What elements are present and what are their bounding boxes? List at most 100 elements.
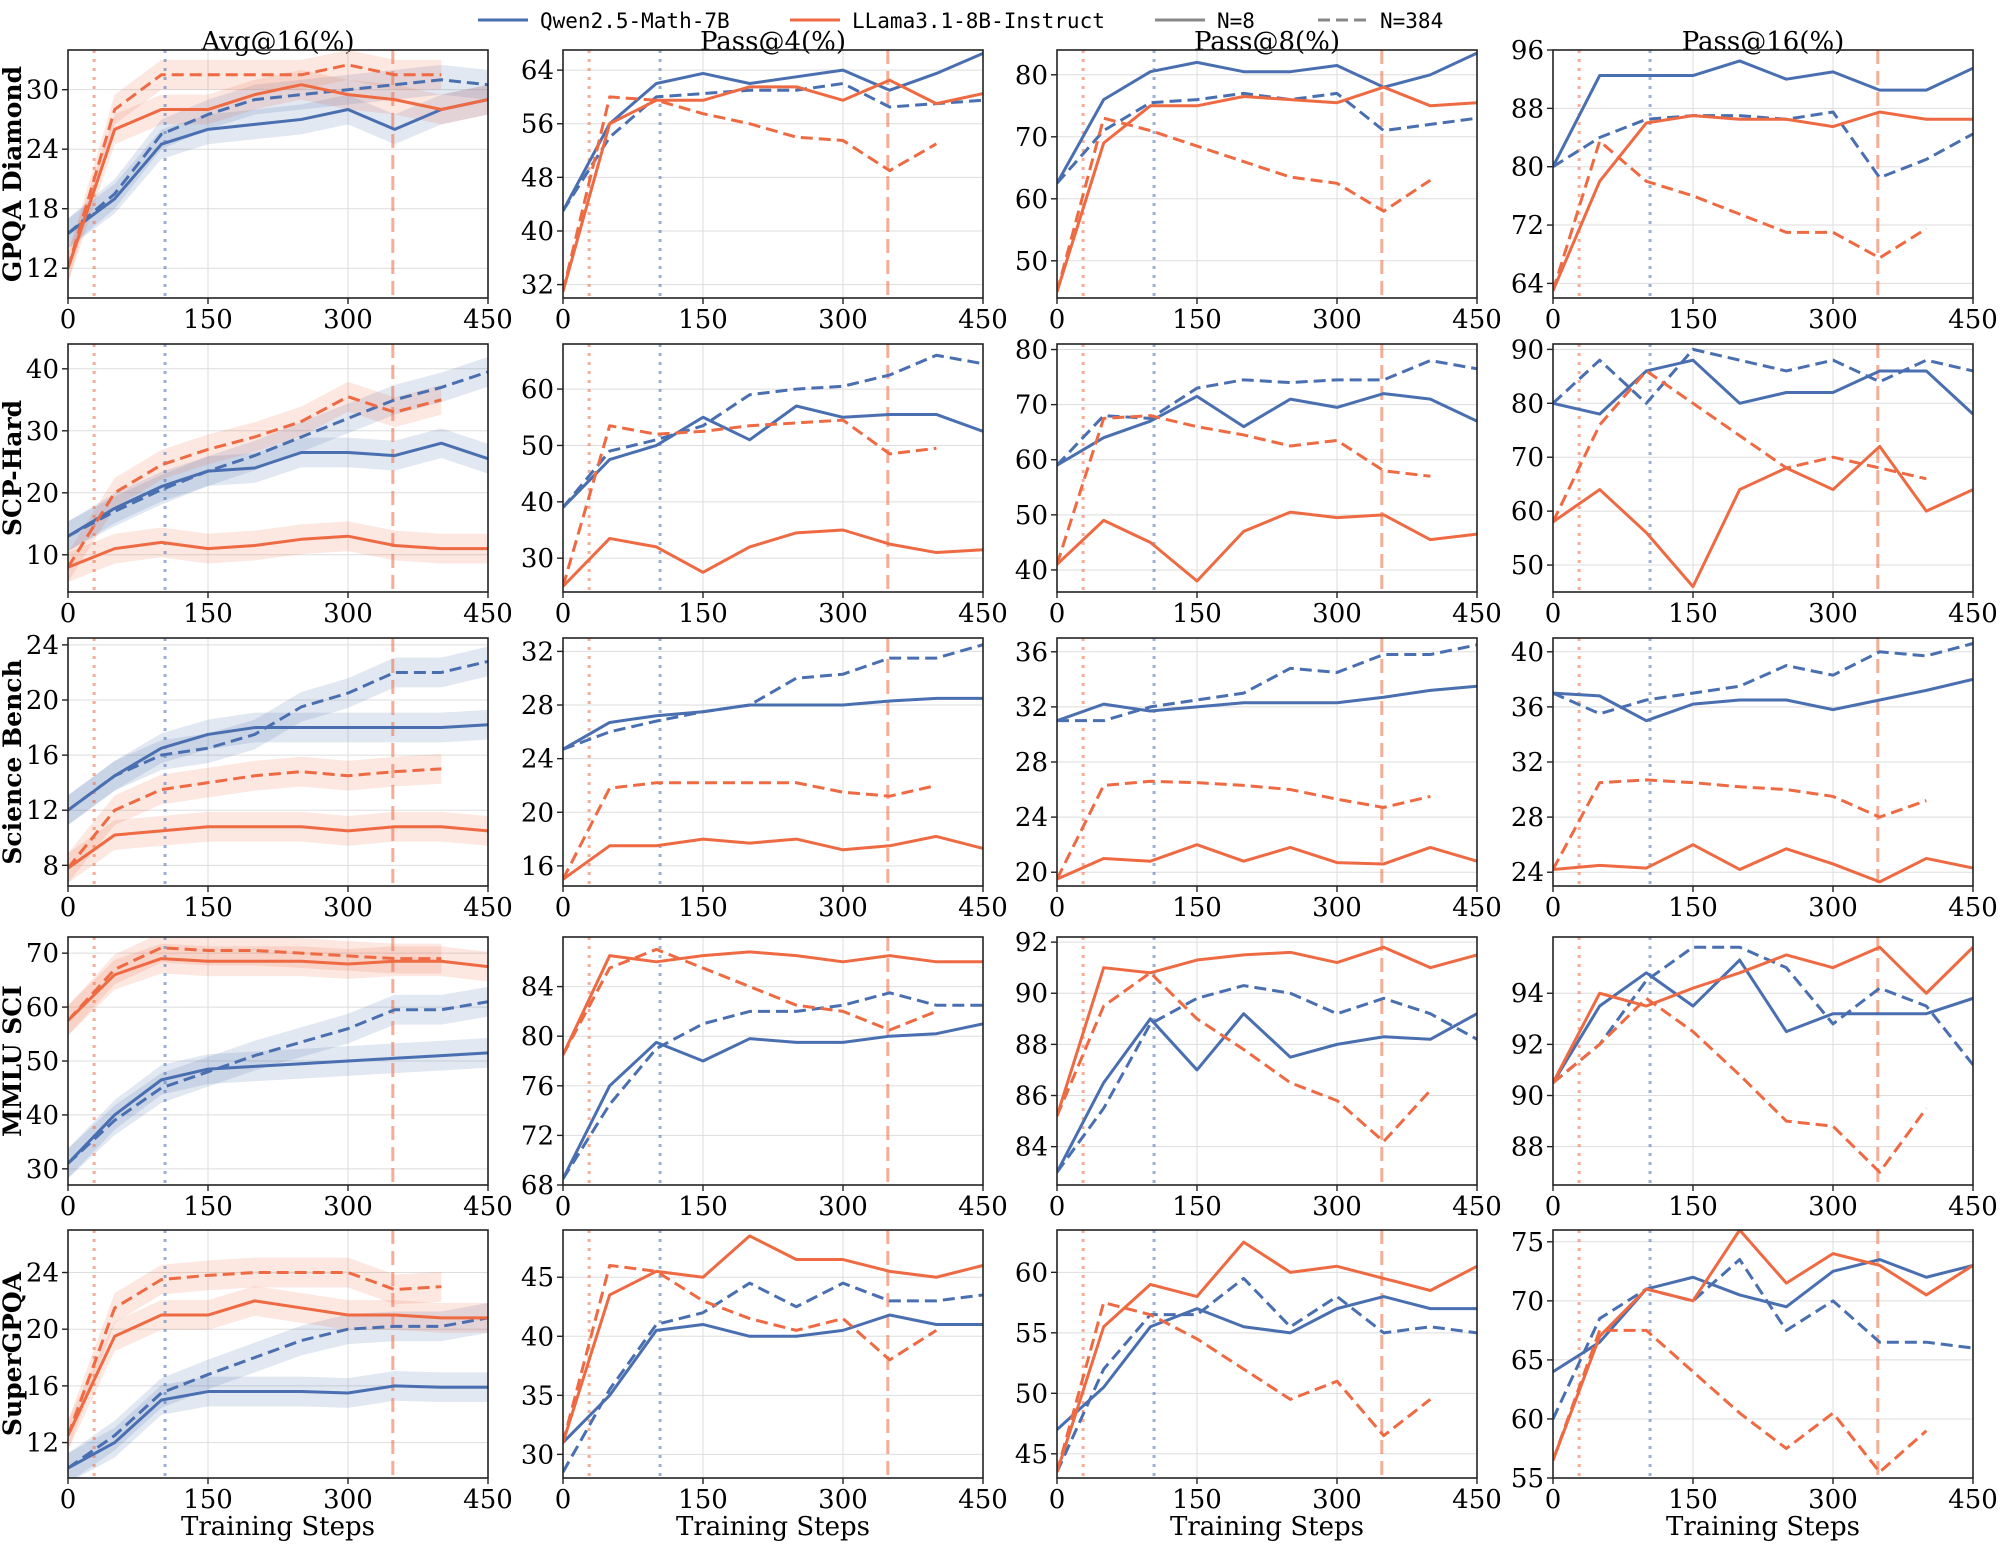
y-tick-label: 40 <box>1015 556 1048 586</box>
x-tick-label: 300 <box>323 305 373 335</box>
panel-r2-c3: 0 150 300 450 24 28 32 36 40 <box>1511 637 1998 923</box>
x-tick-label: 450 <box>463 1485 513 1515</box>
panel-r3-c1: 0 150 300 450 68 72 76 80 84 <box>521 936 1008 1222</box>
series-line-llama_n8 <box>563 834 983 881</box>
legend: Qwen2.5-Math-7B LLama3.1-8B-Instruct N=8 N=… <box>478 9 1443 33</box>
y-tick-label: 40 <box>26 355 59 385</box>
series-line-llama_n384 <box>1553 369 1927 523</box>
x-tick-label: 150 <box>1172 1192 1222 1222</box>
x-tick-label: 300 <box>1808 305 1858 335</box>
series-line-qwen_n384 <box>68 370 488 538</box>
legend-item-2: N=8 <box>1155 9 1255 33</box>
axes-frame <box>562 936 984 1186</box>
plot-area <box>68 937 488 1185</box>
panel-r0-c3: 0 150 300 450 64 72 80 88 96 <box>1511 36 1998 335</box>
y-tick-label: 30 <box>521 544 554 574</box>
y-tick-label: 20 <box>26 1315 59 1345</box>
y-tick-label: 24 <box>26 135 59 165</box>
x-tick-label: 0 <box>60 1485 77 1515</box>
plot-area <box>68 344 488 592</box>
axes-frame <box>67 49 489 299</box>
y-tick-label: 94 <box>1511 979 1544 1009</box>
x-tick-label: 0 <box>1049 1485 1066 1515</box>
series-line-llama_n384 <box>563 781 937 880</box>
x-tick-label: 150 <box>678 599 728 629</box>
plot-area <box>563 1230 983 1478</box>
y-tick-label: 88 <box>1015 1030 1048 1060</box>
y-tick-label: 30 <box>26 417 59 447</box>
series-line-qwen_n384 <box>68 1000 488 1165</box>
x-tick-label: 300 <box>1312 305 1362 335</box>
band-qwen_n8 <box>68 709 488 826</box>
series-line-llama_n8 <box>563 78 983 292</box>
x-tick-label: 450 <box>1452 1192 1502 1222</box>
y-tick-label: 80 <box>1015 336 1048 366</box>
axes-frame <box>562 637 984 887</box>
y-tick-label: 20 <box>1015 858 1048 888</box>
x-tick-label: 450 <box>1948 1192 1998 1222</box>
y-tick-label: 50 <box>521 431 554 461</box>
band-llama_n384 <box>68 754 442 883</box>
y-tick-label: 16 <box>521 852 554 882</box>
plot-area <box>1553 937 1973 1185</box>
plot-area <box>68 638 488 886</box>
y-tick-label: 96 <box>1511 36 1544 66</box>
x-tick-label: 300 <box>1312 1192 1362 1222</box>
series-line-llama_n384 <box>1057 779 1431 880</box>
y-tick-label: 40 <box>521 217 554 247</box>
plot-area <box>1553 344 1973 592</box>
x-tick-label: 0 <box>60 305 77 335</box>
series-line-llama_n8 <box>563 528 983 588</box>
y-tick-label: 48 <box>521 163 554 193</box>
y-tick-label: 24 <box>26 1259 59 1289</box>
y-tick-label: 55 <box>1015 1319 1048 1349</box>
x-tick-label: 150 <box>1668 1485 1718 1515</box>
x-tick-label: 0 <box>60 599 77 629</box>
panel-r0-c1: 0 150 300 450 32 40 48 56 64 <box>521 49 1008 335</box>
y-tick-label: 80 <box>1511 389 1544 419</box>
y-tick-label: 60 <box>26 993 59 1023</box>
y-tick-label: 92 <box>1511 1030 1544 1060</box>
x-tick-label: 150 <box>678 893 728 923</box>
series-line-llama_n384 <box>1553 996 1928 1174</box>
x-tick-label: 450 <box>1452 893 1502 923</box>
panel-r3-c2: 0 150 300 450 84 86 88 90 92 <box>1015 928 1502 1222</box>
band-llama_n384 <box>68 1257 442 1451</box>
column-title: Pass@8(%) <box>1194 27 1340 57</box>
series-line-llama_n8 <box>68 825 488 870</box>
legend-item-3: N=384 <box>1318 9 1443 33</box>
x-tick-label: 450 <box>1452 1485 1502 1515</box>
x-tick-label: 450 <box>958 305 1008 335</box>
x-tick-label: 0 <box>60 1192 77 1222</box>
x-tick-label: 150 <box>1172 1485 1222 1515</box>
x-tick-label: 0 <box>555 893 572 923</box>
panel-r3-c0: 0 150 300 450 30 40 50 60 70 <box>26 936 513 1222</box>
x-axis-labels: Training Steps Training Steps Training Ste… <box>181 1512 1860 1542</box>
column-title: Pass@16(%) <box>1682 27 1845 57</box>
band-llama_n8 <box>68 521 488 583</box>
x-tick-label: 300 <box>323 599 373 629</box>
x-tick-label: 150 <box>183 1485 233 1515</box>
axes-frame <box>562 1229 984 1479</box>
y-tick-label: 90 <box>1511 1082 1544 1112</box>
y-tick-label: 12 <box>26 796 59 826</box>
plot-area <box>1057 1230 1477 1478</box>
panel-r3-c3: 0 150 300 450 88 90 92 94 <box>1511 936 1998 1222</box>
row-label: GPQA Diamond <box>0 66 27 282</box>
series-line-qwen_n384 <box>1553 642 1973 716</box>
y-tick-label: 65 <box>1511 1346 1544 1376</box>
y-tick-label: 50 <box>1015 1379 1048 1409</box>
band-llama_n8 <box>68 811 488 883</box>
x-tick-label: 150 <box>678 1192 728 1222</box>
series-line-qwen_n8 <box>1057 1012 1477 1173</box>
series-line-llama_n8 <box>1057 510 1477 583</box>
y-tick-label: 50 <box>26 1047 59 1077</box>
y-tick-label: 70 <box>1511 1287 1544 1317</box>
panel-r0-c2: 0 150 300 450 50 60 70 80 <box>1015 49 1502 335</box>
x-axis-label: Training Steps <box>181 1512 375 1542</box>
row-label: MMLU SCI <box>0 985 27 1137</box>
x-tick-label: 0 <box>1049 1192 1066 1222</box>
x-tick-label: 300 <box>1312 893 1362 923</box>
series-line-llama_n384 <box>68 1271 442 1437</box>
